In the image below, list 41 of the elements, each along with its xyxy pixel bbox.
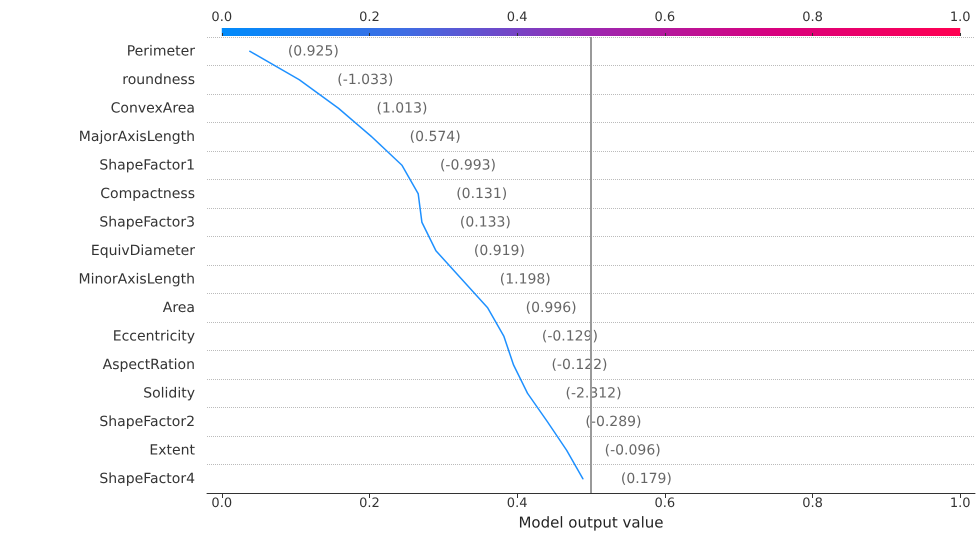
annotation: (0.574) bbox=[410, 128, 461, 145]
annotation: (1.198) bbox=[500, 271, 551, 288]
annotation: (0.133) bbox=[460, 214, 511, 230]
annotation: (0.919) bbox=[474, 242, 525, 259]
annotation: (-0.993) bbox=[440, 157, 496, 174]
y-tick-label: Extent bbox=[149, 442, 196, 458]
annotation: (-1.033) bbox=[337, 72, 394, 88]
y-tick-label: Solidity bbox=[143, 385, 195, 402]
color-bar-label: 0.6 bbox=[654, 10, 676, 25]
color-bar-label: 0.8 bbox=[802, 10, 823, 25]
y-tick-label: ShapeFactor2 bbox=[99, 414, 195, 430]
y-tick-label: ConvexArea bbox=[110, 100, 195, 116]
y-tick-label: EquivDiameter bbox=[90, 242, 196, 259]
y-tick-label: MajorAxisLength bbox=[78, 128, 195, 145]
annotation: (1.013) bbox=[376, 100, 428, 116]
x-tick-label: 0.6 bbox=[654, 496, 676, 511]
x-tick-label: 0.2 bbox=[359, 496, 380, 511]
annotation: (0.179) bbox=[620, 470, 672, 487]
y-tick-label: ShapeFactor4 bbox=[99, 470, 196, 487]
y-tick-label: ShapeFactor3 bbox=[99, 214, 195, 230]
x-tick-label: 0.0 bbox=[211, 496, 232, 511]
x-axis-title: Model output value bbox=[518, 514, 664, 532]
y-tick-label: Compactness bbox=[100, 186, 195, 202]
x-tick-label: 0.8 bbox=[802, 496, 823, 511]
annotation: (-0.096) bbox=[604, 442, 661, 458]
annotation: (0.925) bbox=[288, 43, 339, 60]
color-bar-label: 0.0 bbox=[211, 10, 232, 25]
x-tick-label: 0.4 bbox=[506, 496, 528, 511]
y-tick-label: roundness bbox=[122, 72, 195, 88]
color-bar-label: 1.0 bbox=[950, 10, 971, 25]
y-tick-label: AspectRation bbox=[102, 356, 195, 373]
color-bar-label: 0.4 bbox=[506, 10, 528, 25]
y-tick-label: Perimeter bbox=[126, 43, 196, 60]
y-tick-label: Area bbox=[162, 300, 195, 316]
annotation: (0.996) bbox=[526, 300, 577, 316]
y-tick-label: Eccentricity bbox=[112, 328, 195, 344]
color-bar-label: 0.2 bbox=[359, 10, 380, 25]
y-tick-label: MinorAxisLength bbox=[78, 271, 195, 288]
y-tick-label: ShapeFactor1 bbox=[99, 157, 195, 174]
annotation: (0.131) bbox=[456, 186, 508, 202]
x-tick-label: 1.0 bbox=[950, 496, 971, 511]
